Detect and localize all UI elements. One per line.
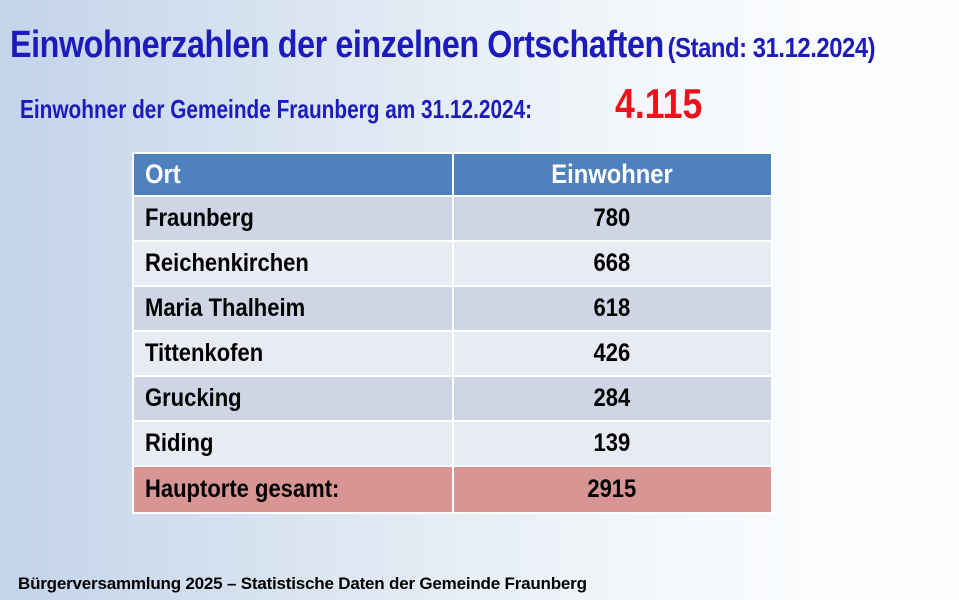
table-row: Grucking 284 bbox=[132, 375, 773, 422]
table-row: Reichenkirchen 668 bbox=[132, 240, 773, 287]
subtitle-label: Einwohner der Gemeinde Fraunberg am 31.1… bbox=[20, 94, 533, 124]
ort-cell: Tittenkofen bbox=[132, 330, 454, 377]
value-cell: 618 bbox=[451, 285, 773, 332]
table-total-row: Hauptorte gesamt: 2915 bbox=[132, 465, 773, 514]
value-cell: 284 bbox=[451, 375, 773, 422]
ort-cell: Maria Thalheim bbox=[132, 285, 454, 332]
value-cell: 668 bbox=[451, 240, 773, 287]
total-label-cell: Hauptorte gesamt: bbox=[132, 465, 454, 514]
slide-footer: Bürgerversammlung 2025 – Statistische Da… bbox=[18, 574, 587, 593]
title-date-suffix: (Stand: 31.12.2024) bbox=[667, 32, 876, 63]
ort-cell: Fraunberg bbox=[132, 195, 454, 242]
table-row: Maria Thalheim 618 bbox=[132, 285, 773, 332]
population-table: Ort Einwohner Fraunberg 780 Reichenkirch… bbox=[132, 152, 773, 514]
total-value-cell: 2915 bbox=[451, 465, 773, 514]
page-title: Einwohnerzahlen der einzelnen Ortschafte… bbox=[10, 24, 959, 67]
value-cell: 139 bbox=[451, 420, 773, 467]
title-text: Einwohnerzahlen der einzelnen Ortschafte… bbox=[10, 24, 664, 66]
value-cell: 780 bbox=[451, 195, 773, 242]
table-header-row: Ort Einwohner bbox=[132, 152, 773, 197]
ort-cell: Reichenkirchen bbox=[132, 240, 454, 287]
table-row: Fraunberg 780 bbox=[132, 195, 773, 242]
table-row: Tittenkofen 426 bbox=[132, 330, 773, 377]
column-header-einwohner: Einwohner bbox=[451, 152, 773, 197]
table-row: Riding 139 bbox=[132, 420, 773, 467]
ort-cell: Riding bbox=[132, 420, 454, 467]
subtitle: Einwohner der Gemeinde Fraunberg am 31.1… bbox=[20, 80, 718, 128]
ort-cell: Grucking bbox=[132, 375, 454, 422]
total-population-value: 4.115 bbox=[615, 80, 703, 127]
value-cell: 426 bbox=[451, 330, 773, 377]
column-header-ort: Ort bbox=[132, 152, 454, 197]
